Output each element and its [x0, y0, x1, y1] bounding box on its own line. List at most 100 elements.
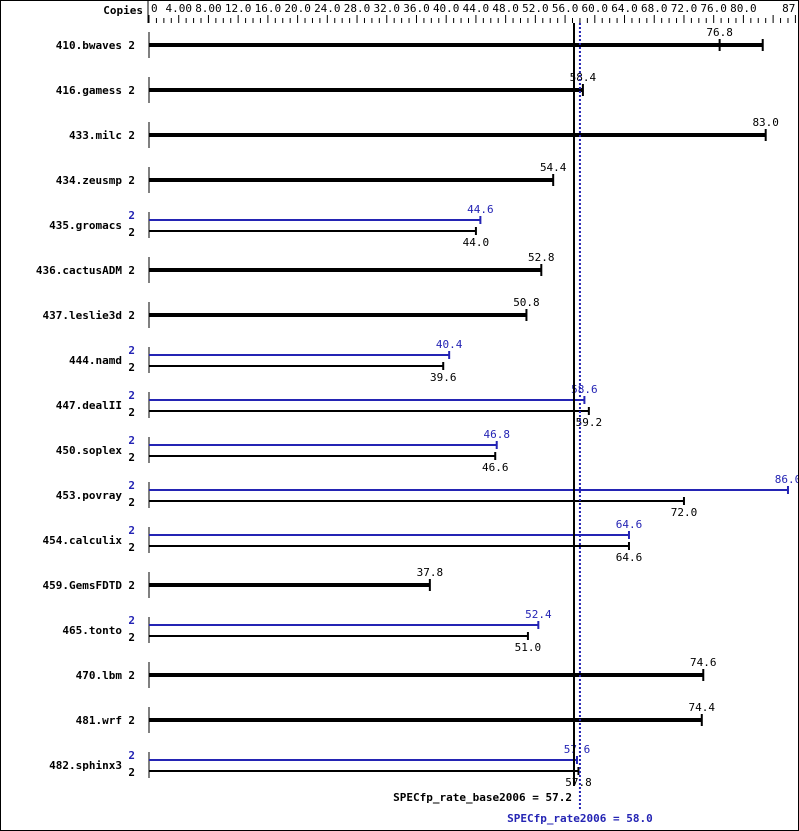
peak-mean-label: SPECfp_rate2006 = 58.0 [507, 812, 653, 825]
copies-header: Copies [103, 4, 143, 17]
peak-value-label: 64.6 [616, 518, 643, 531]
base-copies: 2 [128, 579, 135, 592]
base-value-label: 50.8 [513, 296, 540, 309]
base-copies: 2 [128, 766, 135, 779]
peak-copies: 2 [128, 434, 135, 447]
benchmark-row: 450.soplex 2 46.8 2 46.6 [56, 428, 510, 474]
base-value-label: 64.6 [616, 551, 643, 564]
benchmark-name: 433.milc [69, 129, 122, 142]
peak-copies: 2 [128, 749, 135, 762]
base-copies: 2 [128, 84, 135, 97]
tick-label: 60.0 [582, 2, 609, 15]
base-value-label: 57.8 [565, 776, 592, 789]
benchmark-row: 459.GemsFDTD 2 37.8 [43, 566, 444, 598]
base-copies: 2 [128, 264, 135, 277]
base-copies: 2 [128, 669, 135, 682]
peak-bar [149, 624, 539, 626]
benchmark-row: 447.dealII 2 58.6 2 59.2 [56, 383, 602, 429]
benchmark-name: 437.leslie3d [43, 309, 122, 322]
base-bar [149, 230, 476, 232]
base-mean-label: SPECfp_rate_base2006 = 57.2 [393, 791, 572, 804]
base-bar [149, 500, 684, 502]
base-bar [149, 133, 766, 137]
tick-label: 40.0 [433, 2, 460, 15]
benchmark-name: 444.namd [69, 354, 122, 367]
peak-copies: 2 [128, 479, 135, 492]
tick-label: 28.0 [344, 2, 371, 15]
benchmark-name: 454.calculix [43, 534, 123, 547]
base-copies: 2 [128, 714, 135, 727]
base-value-label: 46.6 [482, 461, 509, 474]
base-bar [149, 545, 629, 547]
tick-label: 36.0 [403, 2, 430, 15]
tick-label: 16.0 [255, 2, 282, 15]
benchmark-row: 470.lbm 2 74.6 [76, 656, 717, 688]
base-bar [149, 455, 496, 457]
benchmark-name: 482.sphinx3 [49, 759, 122, 772]
base-bar [149, 43, 763, 47]
tick-label: 68.0 [641, 2, 668, 15]
tick-label: 87.0 [782, 2, 798, 15]
peak-bar [149, 534, 629, 536]
base-value-label: 37.8 [417, 566, 444, 579]
benchmark-name: 465.tonto [62, 624, 122, 637]
base-copies: 2 [128, 361, 135, 374]
benchmark-row: 435.gromacs 2 44.6 2 44.0 [49, 203, 493, 249]
base-copies: 2 [128, 541, 135, 554]
base-bar [149, 410, 589, 412]
base-copies: 2 [128, 406, 135, 419]
peak-value-label: 46.8 [483, 428, 510, 441]
base-bar [149, 718, 702, 722]
peak-bar [149, 219, 481, 221]
benchmark-row: 481.wrf 2 74.4 [76, 701, 715, 733]
tick-label: 48.0 [492, 2, 519, 15]
tick-label: 12.0 [225, 2, 252, 15]
base-value-label: 54.4 [540, 161, 567, 174]
tick-label: 76.0 [700, 2, 727, 15]
peak-value-label: 86.0 [775, 473, 798, 486]
benchmark-name: 453.povray [56, 489, 123, 502]
base-value-label: 58.4 [570, 71, 597, 84]
base-value-label: 39.6 [430, 371, 457, 384]
tick-label: 80.0 [730, 2, 757, 15]
peak-value-label: 57.6 [564, 743, 591, 756]
base-value-label: 44.0 [463, 236, 490, 249]
peak-copies: 2 [128, 389, 135, 402]
base-bar [149, 365, 444, 367]
peak-bar [149, 444, 497, 446]
base-value-label: 72.0 [671, 506, 698, 519]
benchmark-row: 433.milc 2 83.0 [69, 116, 779, 148]
base-value-label: 52.8 [528, 251, 555, 264]
benchmark-row: 465.tonto 2 52.4 2 51.0 [62, 608, 552, 654]
peak-bar [149, 759, 577, 761]
tick-label: 8.00 [195, 2, 222, 15]
tick-label: 72.0 [671, 2, 698, 15]
peak-copies: 2 [128, 614, 135, 627]
benchmark-row: 482.sphinx3 2 57.6 2 57.8 [49, 743, 592, 789]
benchmark-row: 453.povray 2 86.0 2 72.0 [56, 473, 798, 519]
benchmark-name: 410.bwaves [56, 39, 122, 52]
base-copies: 2 [128, 129, 135, 142]
tick-label: 56.0 [552, 2, 579, 15]
peak-bar [149, 399, 585, 401]
peak-value-label: 40.4 [436, 338, 463, 351]
benchmark-row: 454.calculix 2 64.6 2 64.6 [43, 518, 643, 564]
base-value-label: 51.0 [515, 641, 542, 654]
peak-bar [149, 354, 450, 356]
benchmark-name: 459.GemsFDTD [43, 579, 123, 592]
base-bar [149, 583, 430, 587]
base-bar [149, 313, 527, 317]
base-bar [149, 88, 583, 92]
benchmark-name: 447.dealII [56, 399, 122, 412]
benchmark-name: 434.zeusmp [56, 174, 123, 187]
benchmark-name: 416.gamess [56, 84, 122, 97]
base-value-label: 76.8 [706, 26, 733, 39]
benchmark-row: 437.leslie3d 2 50.8 [43, 296, 540, 328]
peak-copies: 2 [128, 344, 135, 357]
base-bar [149, 178, 554, 182]
peak-copies: 2 [128, 209, 135, 222]
base-copies: 2 [128, 174, 135, 187]
tick-label: 32.0 [374, 2, 401, 15]
